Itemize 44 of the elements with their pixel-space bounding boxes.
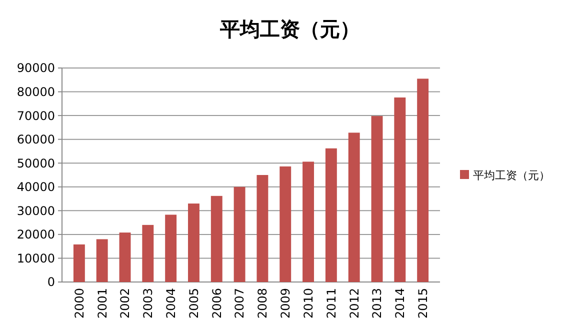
bar [119, 232, 131, 282]
y-tick-label: 80000 [16, 84, 55, 99]
x-tick-label: 2005 [186, 288, 201, 319]
y-tick-label: 30000 [16, 204, 55, 218]
y-tick-label: 10000 [16, 251, 55, 266]
legend-label: 平均工资（元） [473, 168, 550, 182]
bar [280, 166, 292, 282]
x-tick-label: 2007 [232, 288, 247, 319]
x-tick-label: 2012 [347, 288, 362, 319]
bar [96, 239, 108, 282]
x-tick-label: 2004 [164, 288, 178, 319]
x-tick-label: 2006 [210, 288, 224, 319]
y-tick-label: 90000 [16, 61, 55, 76]
bar [371, 116, 383, 282]
bar [417, 78, 429, 282]
x-tick-label: 2013 [370, 288, 384, 319]
y-tick-label: 50000 [16, 156, 55, 170]
bar [256, 175, 268, 282]
x-tick-label: 2015 [416, 288, 430, 319]
bar [188, 204, 200, 282]
bar [394, 97, 406, 282]
x-tick-label: 2000 [72, 288, 86, 319]
y-tick-label: 20000 [16, 228, 55, 242]
x-tick-label: 2008 [256, 288, 270, 319]
y-tick-label: 60000 [16, 132, 55, 147]
bar [165, 214, 177, 282]
bar [142, 224, 154, 282]
bar [234, 186, 246, 282]
x-tick-label: 2001 [95, 288, 110, 319]
chart-title: 平均工资（元） [219, 17, 360, 41]
x-tick-label: 2002 [118, 288, 132, 319]
x-tick-label: 2011 [324, 288, 338, 319]
y-tick-label: 70000 [16, 108, 55, 123]
y-tick-label: 40000 [16, 180, 55, 194]
bar [325, 148, 337, 282]
bar [210, 196, 222, 282]
x-tick-label: 2014 [393, 288, 408, 319]
bar [348, 132, 360, 282]
y-tick-label: 0 [47, 275, 55, 290]
bar [73, 244, 85, 282]
x-tick-label: 2003 [141, 288, 156, 319]
x-tick-label: 2010 [301, 288, 316, 319]
x-tick-label: 2009 [278, 288, 293, 319]
bar [302, 162, 314, 282]
